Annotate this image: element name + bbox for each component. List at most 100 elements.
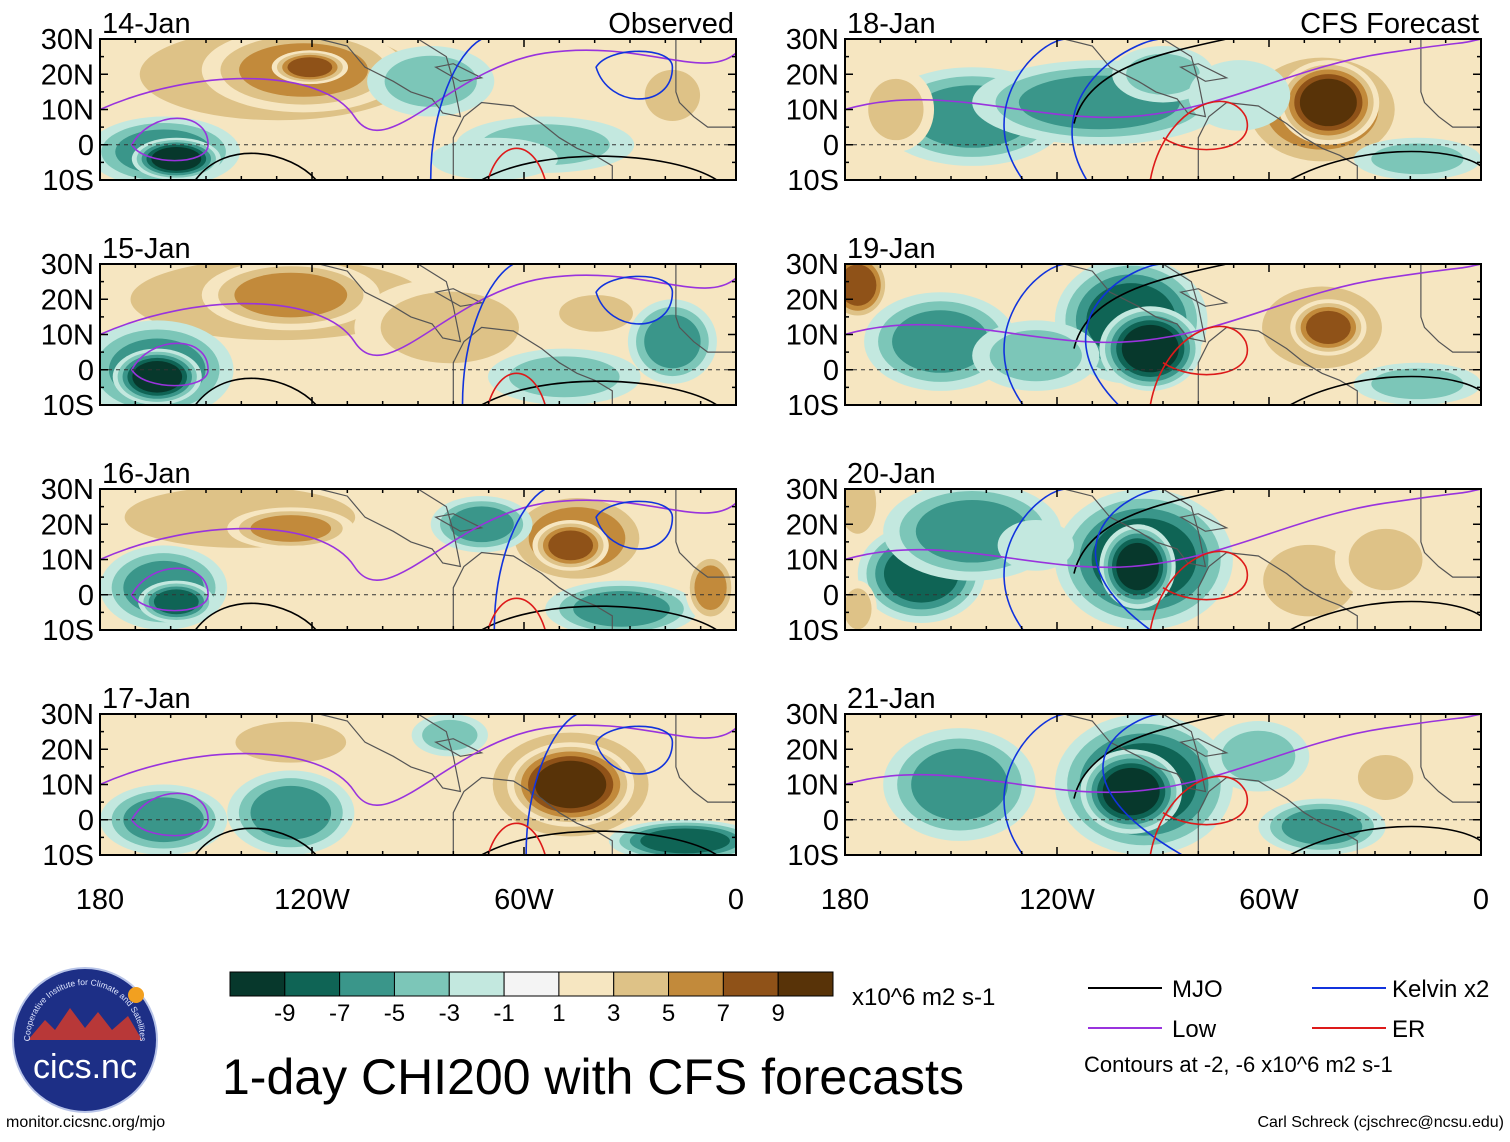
legend-er-label: ER: [1392, 1016, 1426, 1043]
field-layer: [845, 714, 1481, 855]
anomaly-blob: [1371, 143, 1464, 175]
wave-contour: [100, 499, 736, 581]
anomaly-blob: [1121, 324, 1179, 373]
lon-label: 0: [1473, 884, 1489, 916]
wave-contour: [487, 597, 546, 630]
coastline: [1420, 714, 1481, 803]
anomaly-blob: [1126, 53, 1200, 95]
column-title: Observed: [608, 8, 734, 40]
colorbar-tick-label: 3: [607, 1000, 621, 1027]
legend-lines: [1088, 987, 1386, 1029]
wave-contour: [194, 377, 317, 405]
wave-contour: [130, 792, 209, 837]
lon-label: 180: [821, 884, 869, 916]
colorbar-swatch: [393, 971, 450, 997]
wave-contour: [100, 49, 736, 131]
lon-label: 180: [76, 884, 124, 916]
field-layer: [100, 39, 736, 180]
wave-contour: [1003, 714, 1068, 855]
wave-contour: [1149, 100, 1249, 180]
panel-date: 18-Jan: [847, 8, 936, 40]
wave-contour: [1289, 600, 1481, 630]
lat-label: 30N: [786, 24, 839, 56]
lon-label: 0: [728, 884, 744, 916]
colorbar-swatch: [558, 971, 615, 997]
logo-rim: [12, 967, 158, 1113]
lat-label: 0: [78, 130, 94, 162]
field-layer: [100, 489, 736, 630]
anomaly-blob: [1281, 808, 1363, 845]
colorbar-swatch: [503, 971, 560, 997]
lat-label: 30N: [41, 249, 94, 281]
coastline: [1063, 264, 1207, 343]
anomaly-blob: [911, 748, 1008, 821]
wave-contour: [487, 822, 546, 855]
colorbar-tick-label: -3: [438, 1000, 460, 1027]
anomaly-blob: [1348, 528, 1423, 591]
wave-contour: [1289, 375, 1481, 405]
coastline: [452, 776, 613, 855]
wave-contour: [1149, 775, 1249, 855]
lat-label: 10N: [41, 320, 94, 352]
colorbar-swatch: [229, 971, 286, 997]
colorbar-swatch: [339, 971, 395, 997]
lat-label: 20N: [41, 509, 94, 541]
anomaly-blob: [151, 147, 202, 171]
anomaly-blob: [644, 314, 701, 369]
lat-label: 10N: [786, 95, 839, 127]
lat-label: 30N: [786, 249, 839, 281]
anomaly-blob: [868, 78, 924, 141]
wave-contour: [194, 827, 317, 855]
cicsnc-logo: Cooperative Institute for Climate and Sa…: [12, 967, 158, 1113]
anomaly-blob: [430, 137, 558, 180]
wave-contour: [461, 264, 514, 405]
coastline: [1420, 489, 1481, 578]
source-url[interactable]: monitor.cicsnc.org/mjo: [6, 1114, 166, 1131]
colorbar-tick-label: -9: [274, 1000, 296, 1027]
anomaly-blob: [235, 721, 347, 763]
wave-contour: [481, 380, 718, 405]
wave-contour: [845, 489, 1481, 569]
colorbar: [229, 971, 834, 997]
logo-mountains: [28, 1008, 142, 1040]
wave-contour: [525, 714, 578, 855]
coastline: [1420, 264, 1481, 353]
lat-label: 30N: [786, 699, 839, 731]
lat-label: 20N: [41, 734, 94, 766]
anomaly-blob: [573, 590, 670, 627]
anomaly-blob: [250, 785, 332, 840]
coastline: [1420, 39, 1481, 128]
colorbar-tick-label: -1: [493, 1000, 515, 1027]
wave-contour: [1149, 550, 1249, 630]
lat-label: 0: [78, 355, 94, 387]
wave-contour: [130, 342, 209, 387]
legend-kelvin-label: Kelvin x2: [1392, 976, 1490, 1003]
wave-contour: [487, 147, 546, 180]
lat-label: 10S: [787, 615, 839, 647]
legend-low-label: Low: [1172, 1016, 1217, 1043]
lat-label: 0: [78, 805, 94, 837]
lat-label: 30N: [41, 24, 94, 56]
lat-label: 20N: [41, 59, 94, 91]
anomaly-blob: [1188, 60, 1291, 131]
lat-label: 30N: [786, 474, 839, 506]
anomaly-blob: [644, 69, 701, 121]
anomaly-blob: [845, 489, 877, 534]
field-layer: [100, 264, 736, 405]
anomaly-blob: [989, 330, 1082, 382]
lat-label: 10S: [787, 390, 839, 422]
coastline: [675, 714, 736, 803]
wave-contour: [481, 830, 718, 855]
coastline: [1063, 714, 1207, 793]
panel-date: 21-Jan: [847, 683, 936, 715]
coastline: [675, 489, 736, 578]
coastline: [1197, 326, 1358, 405]
coastline: [1179, 63, 1229, 82]
anomaly-blob: [123, 797, 204, 843]
